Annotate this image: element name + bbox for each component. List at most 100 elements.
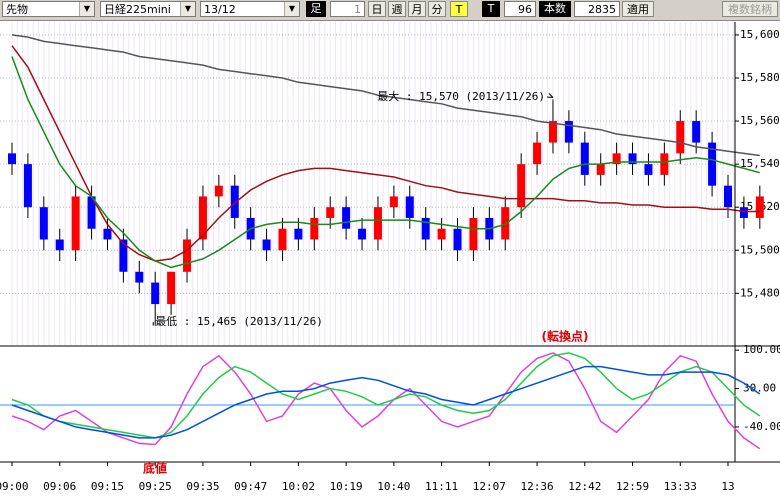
candle-body: [660, 153, 669, 175]
candle-body: [198, 196, 207, 240]
candle-body: [676, 121, 685, 154]
candle-body: [55, 239, 64, 251]
max-annotation: 最大 : 15,570 (2013/11/26): [377, 89, 545, 103]
candle-body: [421, 217, 430, 240]
multi-button[interactable]: 複数銘柄: [722, 1, 778, 17]
max-leader: [546, 96, 554, 99]
moving-average: [11, 56, 760, 269]
candle-body: [214, 185, 223, 197]
candle-body: [119, 239, 128, 272]
count-input[interactable]: 96: [504, 1, 536, 17]
candle-body: [469, 217, 478, 251]
x-tick-label: 09:15: [91, 480, 124, 493]
x-tick-label: 12:59: [616, 480, 649, 493]
apply-button[interactable]: 適用: [622, 1, 654, 17]
y-tick-label: 30.00: [743, 382, 776, 395]
x-tick-label: 09:25: [139, 480, 172, 493]
candle-body: [612, 153, 621, 165]
candle-body: [644, 164, 653, 175]
candle-body: [294, 228, 303, 240]
market: 先物: [6, 3, 28, 16]
candle-body: [517, 164, 526, 208]
candle-body: [103, 228, 112, 240]
x-tick-label: 09:06: [43, 480, 76, 493]
candle-body: [373, 207, 382, 240]
toolbar: 先物 ▼ 日経225mini ▼ 13/12 ▼ 足 1 日 週 月 分 T T 96…: [0, 0, 780, 21]
y-tick-label: 15,500: [740, 243, 780, 256]
candle-body: [708, 142, 717, 186]
y-tick-label: 100.00: [743, 343, 780, 356]
tick-button[interactable]: T: [450, 1, 468, 17]
candle-body: [39, 207, 48, 240]
y-tick-label: 15,560: [740, 114, 780, 127]
moving-average: [11, 45, 760, 262]
oscillator-line: [11, 352, 761, 450]
t-label: T: [482, 1, 500, 17]
week-button[interactable]: 週: [388, 1, 406, 17]
candle-body: [135, 271, 144, 283]
candle-body: [87, 196, 96, 229]
count-label: 本数: [539, 1, 571, 17]
candle-body: [358, 228, 367, 240]
candle-body: [437, 228, 446, 240]
bars-input[interactable]: 2835: [574, 1, 620, 17]
moving-average: [11, 34, 760, 157]
candle-body: [628, 153, 637, 165]
bottom-label: 底値: [143, 461, 167, 476]
x-tick-label: 11:11: [425, 480, 458, 493]
candle-body: [564, 121, 573, 143]
day-button[interactable]: 日: [368, 1, 386, 17]
y-tick-label: 15,580: [740, 71, 780, 84]
candle-body: [23, 164, 32, 208]
candle-body: [278, 228, 287, 251]
minute-button[interactable]: 分: [428, 1, 446, 17]
x-tick-label: 12:36: [521, 480, 554, 493]
bar-label: 足: [306, 1, 326, 17]
candle-body: [596, 164, 605, 175]
max-arrow: [548, 93, 554, 98]
x-tick-label: 09:47: [234, 480, 267, 493]
candle-body: [71, 196, 80, 251]
candle-body: [533, 142, 542, 165]
candle-body: [405, 196, 414, 218]
x-tick-label: 12:07: [473, 480, 506, 493]
candle-body: [262, 239, 271, 251]
bar-size[interactable]: 1: [330, 1, 365, 17]
candle-body: [548, 121, 557, 143]
oscillator-line: [11, 352, 761, 439]
x-tick-label: 10:19: [330, 480, 363, 493]
turning-point-label: (転換点): [542, 329, 589, 344]
candle-body: [739, 207, 748, 218]
month-button[interactable]: 月: [408, 1, 426, 17]
candle-body: [501, 207, 510, 240]
candle-body: [326, 207, 335, 218]
candle-body: [310, 217, 319, 240]
candle-body: [724, 185, 732, 208]
symbol: 日経225mini: [104, 3, 171, 16]
x-tick-label: 13:33: [664, 480, 697, 493]
candle-body: [151, 282, 160, 305]
x-tick-label: 13: [721, 480, 734, 493]
candle-body: [8, 153, 16, 165]
y-tick-label: 15,540: [740, 157, 780, 170]
x-tick-label: 09:00: [0, 480, 29, 493]
y-tick-label: 15,600: [740, 28, 780, 41]
contract-select[interactable]: 13/12 ▼: [200, 1, 300, 17]
x-tick-label: 09:35: [186, 480, 219, 493]
y-tick-label: 15,480: [740, 286, 780, 299]
candle-body: [342, 207, 351, 229]
oscillator-line: [11, 365, 761, 439]
candle-body: [453, 228, 462, 251]
candle-body: [580, 142, 589, 175]
contract: 13/12: [204, 3, 236, 16]
candle-body: [389, 196, 398, 208]
symbol-select[interactable]: 日経225mini ▼: [100, 1, 196, 17]
candle-body: [167, 271, 176, 305]
candle-body: [755, 196, 764, 218]
market-select[interactable]: 先物 ▼: [2, 1, 95, 17]
x-tick-label: 12:42: [568, 480, 601, 493]
candle-body: [183, 239, 192, 272]
candle-body: [692, 121, 701, 143]
